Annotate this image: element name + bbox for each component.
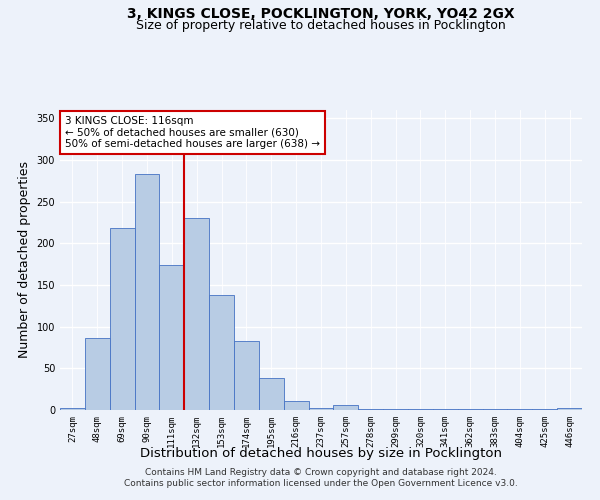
Bar [358, 409, 383, 410]
Bar [134, 174, 160, 410]
Bar [259, 378, 284, 410]
Bar [308, 408, 334, 410]
Bar [184, 218, 209, 410]
Bar [284, 401, 308, 410]
Bar [482, 409, 508, 410]
Text: Distribution of detached houses by size in Pocklington: Distribution of detached houses by size … [140, 448, 502, 460]
Bar [433, 409, 458, 410]
Y-axis label: Number of detached properties: Number of detached properties [18, 162, 31, 358]
Bar [408, 409, 433, 410]
Bar [60, 408, 85, 410]
Text: 3, KINGS CLOSE, POCKLINGTON, YORK, YO42 2GX: 3, KINGS CLOSE, POCKLINGTON, YORK, YO42 … [127, 8, 515, 22]
Bar [334, 405, 358, 410]
Bar [557, 408, 582, 410]
Text: Contains HM Land Registry data © Crown copyright and database right 2024.
Contai: Contains HM Land Registry data © Crown c… [124, 468, 518, 487]
Text: 3 KINGS CLOSE: 116sqm
← 50% of detached houses are smaller (630)
50% of semi-det: 3 KINGS CLOSE: 116sqm ← 50% of detached … [65, 116, 320, 149]
Bar [85, 338, 110, 410]
Text: Size of property relative to detached houses in Pocklington: Size of property relative to detached ho… [136, 18, 506, 32]
Bar [234, 341, 259, 410]
Bar [209, 295, 234, 410]
Bar [160, 265, 184, 410]
Bar [110, 228, 134, 410]
Bar [508, 409, 532, 410]
Bar [458, 409, 482, 410]
Bar [532, 409, 557, 410]
Bar [383, 409, 408, 410]
